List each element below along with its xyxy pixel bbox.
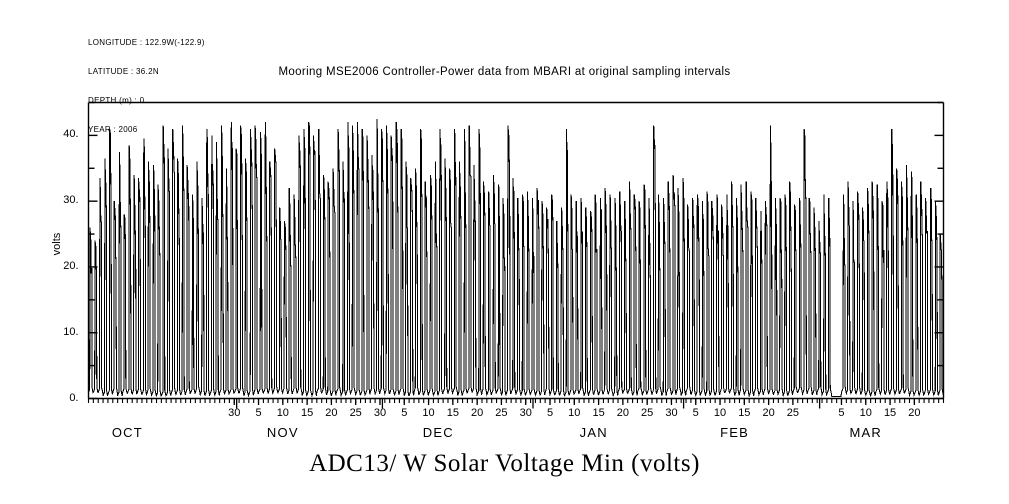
x-tick-label: 20 (908, 406, 921, 419)
x-tick-label: 15 (592, 406, 605, 419)
x-tick-label: 20 (762, 406, 775, 419)
x-tick-label: 15 (446, 406, 459, 419)
y-tick-label: 10. (63, 325, 79, 338)
x-tick-label: 5 (838, 406, 845, 419)
month-label: DEC (422, 424, 454, 440)
x-tick-label: 5 (255, 406, 262, 419)
metadata-longitude: LONGITUDE : 122.9W(-122.9) (88, 38, 205, 48)
x-tick-label: 10 (859, 406, 872, 419)
y-tick-label: 20. (63, 259, 79, 272)
x-tick-label: 5 (401, 406, 408, 419)
x-tick-label: 15 (738, 406, 751, 419)
plot-frame (87, 101, 945, 400)
metadata-year: YEAR : 2006 (88, 124, 138, 134)
x-tick-label: 10 (568, 406, 581, 419)
metadata-depth: DEPTH (m) : 0 (88, 95, 145, 105)
x-tick-label: 10 (276, 406, 289, 419)
x-tick-label: 25 (641, 406, 654, 419)
y-tick-label: 0. (69, 391, 79, 404)
x-tick-label: 15 (883, 406, 897, 419)
x-tick-label: 5 (546, 406, 554, 419)
x-tick-label: 25 (495, 406, 508, 419)
x-tick-label: 10 (422, 406, 435, 419)
x-tick-label: 20 (325, 406, 338, 419)
x-tick-label: 25 (786, 406, 800, 419)
month-label: JAN (579, 424, 608, 440)
y-tick-label: 30. (63, 194, 79, 207)
x-tick-label: 5 (692, 406, 699, 419)
metadata-latitude: LATITUDE : 36.2N (88, 66, 159, 76)
x-tick-label: 20 (471, 406, 484, 419)
y-tick-label: 40. (63, 128, 79, 141)
x-tick-label: 20 (616, 406, 629, 419)
metadata-block: LONGITUDE : 122.9W(-122.9) LATITUDE : 36… (88, 19, 205, 153)
chart-title: Mooring MSE2006 Controller-Power data fr… (278, 66, 731, 78)
x-tick-label: 10 (713, 406, 727, 419)
x-tick-label: 30 (665, 406, 678, 419)
x-tick-label: 30 (228, 406, 241, 419)
x-tick-marks (87, 398, 945, 409)
chart-caption: ADC13/ W Solar Voltage Min (volts) (309, 450, 700, 477)
month-label: FEB (720, 424, 750, 440)
x-tick-label: 30 (519, 406, 532, 419)
month-label: OCT (111, 424, 143, 440)
month-label: NOV (266, 424, 299, 440)
x-tick-label: 30 (373, 406, 387, 419)
x-tick-label: 15 (300, 406, 314, 419)
data-series (88, 118, 944, 398)
month-label: MAR (849, 424, 883, 440)
x-tick-label: 25 (349, 406, 362, 419)
